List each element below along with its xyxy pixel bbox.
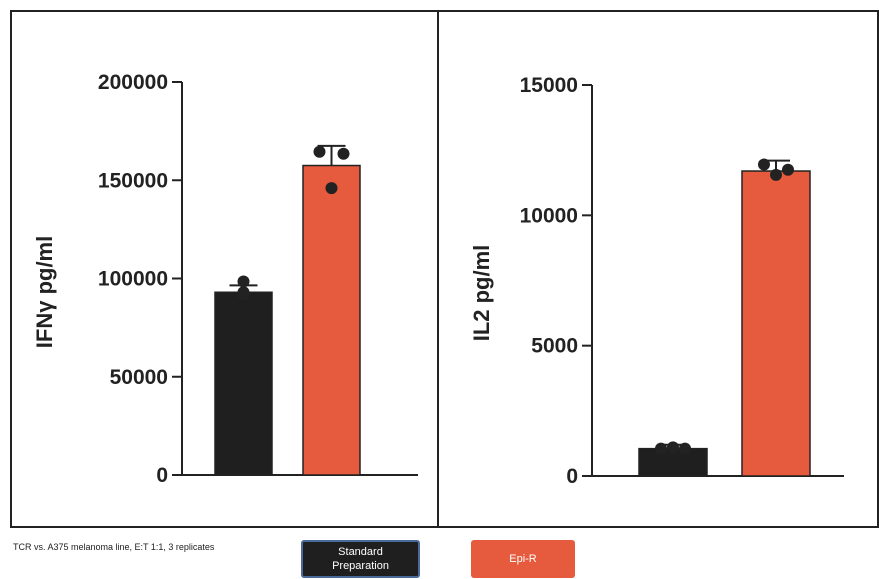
ifng-tick-label: 150000	[98, 169, 168, 192]
il2-data-point	[770, 168, 782, 181]
il2-bar-epi-r	[741, 170, 811, 477]
ifng-bar-epi-r	[302, 164, 361, 476]
ifng-data-point	[337, 147, 350, 160]
legend-standard-preparation: Standard Preparation	[301, 540, 420, 578]
il2-tick-label: 15000	[520, 74, 578, 97]
legend-standard-label: Standard Preparation	[332, 546, 389, 572]
il2-data-point	[782, 163, 794, 176]
panel-divider	[437, 10, 439, 528]
chart-panels-frame	[10, 10, 879, 528]
ifng-data-point	[237, 288, 250, 301]
il2-tick-label: 10000	[520, 204, 578, 227]
il2-tick-label: 5000	[531, 335, 578, 358]
ifng-tick-label: 100000	[98, 268, 168, 291]
legend-epi-r: Epi-R	[471, 540, 575, 578]
il2-data-point	[679, 442, 691, 455]
il2-data-point	[655, 442, 667, 455]
ifng-tick-label: 0	[156, 464, 168, 487]
ifng-data-point	[313, 145, 326, 158]
ifng-chart: 0 50000 100000 150000 200000 IFNγ pg/ml	[32, 71, 418, 487]
il2-chart: 0 5000 10000 15000 IL2 pg/ml	[469, 74, 844, 488]
ifng-tick-label: 200000	[98, 71, 168, 94]
ifng-tick-label: 50000	[110, 366, 168, 389]
ifng-data-point	[237, 275, 250, 288]
ifng-y-axis-label: IFNγ pg/ml	[32, 236, 57, 348]
footnote: TCR vs. A375 melanoma line, E:T 1:1, 3 r…	[13, 542, 215, 552]
il2-tick-label: 0	[566, 465, 578, 488]
ifng-data-point	[325, 182, 338, 195]
legend-epi-r-label: Epi-R	[509, 553, 537, 565]
il2-y-axis-label: IL2 pg/ml	[469, 245, 494, 342]
il2-data-point	[667, 441, 679, 454]
ifng-bar-standard	[214, 291, 273, 476]
il2-data-point	[758, 158, 770, 171]
